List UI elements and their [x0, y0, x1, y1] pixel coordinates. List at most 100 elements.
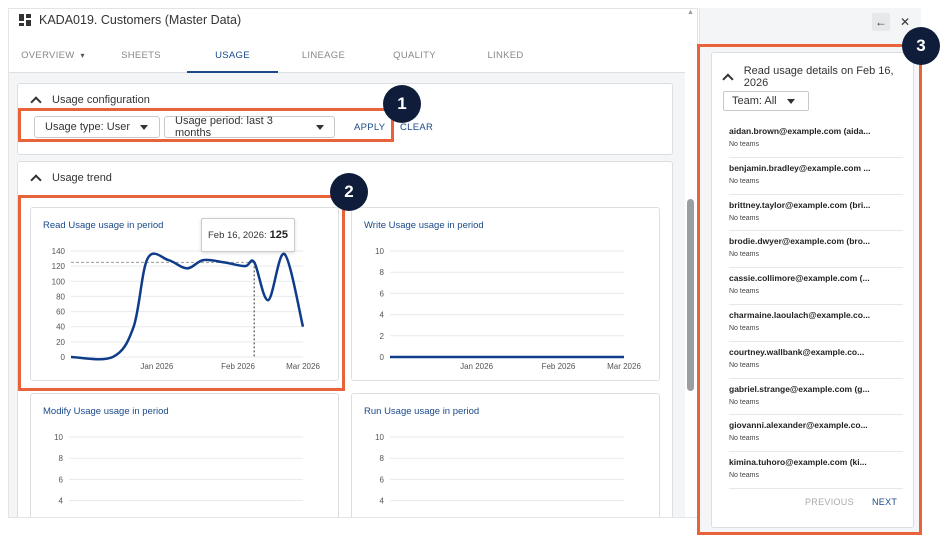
scroll-up-arrow-icon[interactable]: ▲ [687, 9, 694, 16]
apply-button[interactable]: APPLY [354, 122, 386, 133]
x-tick-label: Feb 2026 [542, 362, 576, 371]
user-teams: No teams [729, 288, 759, 296]
y-tick-label: 0 [380, 353, 385, 362]
usage-trend-header[interactable]: Usage trend [30, 172, 112, 186]
y-tick-label: 8 [380, 268, 385, 277]
x-tick-label: Mar 2026 [607, 362, 641, 371]
tab-overview[interactable]: OVERVIEW ▾ [9, 39, 97, 72]
app-title-text: KADA019. Customers (Master Data) [39, 13, 242, 27]
tab-usage[interactable]: USAGE [187, 39, 278, 73]
y-tick-label: 4 [380, 311, 385, 320]
x-tick-label: Mar 2026 [286, 362, 320, 371]
user-teams: No teams [729, 141, 759, 148]
y-tick-label: 4 [380, 497, 385, 506]
user-list-item[interactable]: brittney.taylor@example.com (bri... No te… [729, 195, 903, 232]
back-arrow-icon[interactable]: ← [872, 13, 890, 31]
user-list-item[interactable]: courtney.wallbank@example.co... No teams [729, 342, 903, 379]
usage-type-value: Usage type: User [45, 121, 130, 133]
usage-details-side-panel: ← ✕ Read usage details on Feb 16, 2026 T… [699, 8, 921, 534]
user-email: gabriel.strange@example.com (g... [729, 383, 870, 394]
user-list: aidan.brown@example.com (aida... No teams… [729, 121, 903, 489]
write-usage-chart-plot[interactable]: 0 2 4 6 8 10 Jan 2026 Feb 2026 Mar 2026 [352, 208, 661, 382]
y-tick-label: 20 [56, 338, 65, 347]
user-list-item[interactable]: benjamin.bradley@example.com ... No teams [729, 158, 903, 195]
tab-quality[interactable]: QUALITY [369, 39, 460, 72]
usage-configuration-title: Usage configuration [52, 94, 150, 106]
tooltip-value: 125 [269, 229, 288, 241]
usage-configuration-header[interactable]: Usage configuration [30, 94, 150, 108]
user-teams: No teams [729, 324, 759, 332]
y-tick-label: 8 [59, 454, 64, 463]
tab-linked-label: LINKED [487, 50, 524, 61]
read-usage-chart-plot[interactable]: 0 20 40 60 80 100 120 140 Jan 2026 Feb 2026 Mar 20… [31, 208, 340, 382]
user-teams: No teams [729, 251, 759, 259]
tab-usage-label: USAGE [215, 50, 250, 61]
tab-overview-label: OVERVIEW [21, 50, 75, 61]
main-app: KADA019. Customers (Master Data) OVERVIE… [8, 8, 698, 518]
chevron-up-icon [30, 174, 42, 186]
user-email: cassie.collimore@example.com (... [729, 273, 870, 284]
y-tick-label: 6 [59, 475, 64, 484]
tab-lineage[interactable]: LINEAGE [278, 39, 369, 72]
y-tick-label: 10 [375, 247, 384, 256]
callout-badge-1: 1 [383, 85, 421, 123]
chevron-up-icon [722, 73, 734, 85]
y-tick-label: 60 [56, 308, 65, 317]
usage-details-card: Read usage details on Feb 16, 2026 Team:… [711, 52, 914, 528]
usage-type-select[interactable]: Usage type: User [34, 116, 160, 138]
user-email: benjamin.bradley@example.com ... [729, 162, 871, 173]
series-line [70, 252, 305, 361]
chart-title: Write Usage usage in period [364, 220, 484, 231]
run-usage-chart: Run Usage usage in period 4 6 8 10 [351, 393, 661, 518]
chart-title: Read Usage usage in period [43, 220, 164, 231]
run-usage-chart-plot[interactable]: 4 6 8 10 [352, 394, 661, 518]
y-tick-label: 2 [380, 332, 385, 341]
y-tick-label: 10 [375, 433, 384, 442]
user-list-item[interactable]: kimina.tuhoro@example.com (ki... No teams [729, 452, 903, 489]
x-tick-label: Jan 2026 [460, 362, 493, 371]
modify-usage-chart-plot[interactable]: 4 6 8 10 [31, 394, 340, 518]
usage-details-header[interactable]: Read usage details on Feb 16, 2026 [722, 65, 913, 89]
scrollbar-thumb[interactable] [687, 199, 694, 391]
close-icon[interactable]: ✕ [899, 15, 911, 29]
tab-sheets[interactable]: SHEETS [97, 39, 185, 72]
chart-title: Run Usage usage in period [364, 406, 480, 417]
y-tick-label: 6 [380, 475, 385, 484]
y-tick-label: 8 [380, 454, 385, 463]
tab-linked[interactable]: LINKED [460, 39, 551, 72]
tab-lineage-label: LINEAGE [301, 50, 346, 61]
usage-trend-title: Usage trend [52, 172, 112, 184]
user-teams: No teams [729, 177, 759, 185]
tab-sheets-label: SHEETS [121, 50, 161, 61]
next-button[interactable]: NEXT [872, 497, 898, 507]
user-list-item[interactable]: charmaine.laoulach@example.co... No teams [729, 305, 903, 342]
chevron-up-icon [30, 96, 42, 108]
app-header: KADA019. Customers (Master Data) OVERVIE… [9, 9, 697, 73]
write-usage-chart: Write Usage usage in period 0 2 4 6 8 10 Jan 2… [351, 207, 660, 381]
usage-trend-panel: Usage trend Read Usage usage in period 0… [17, 161, 673, 518]
user-list-item[interactable]: gabriel.strange@example.com (g... No team… [729, 379, 903, 416]
side-panel-toolbar: ← ✕ [700, 8, 922, 38]
user-teams: No teams [729, 435, 759, 443]
dropdown-arrow-icon [139, 124, 148, 130]
app-title: KADA019. Customers (Master Data) [19, 13, 241, 27]
read-usage-chart: Read Usage usage in period 0 20 40 60 80 100 1… [30, 207, 339, 381]
user-teams: No teams [729, 214, 759, 222]
team-filter-select[interactable]: Team: All [723, 91, 809, 111]
previous-button[interactable]: PREVIOUS [805, 497, 854, 507]
user-list-item[interactable]: aidan.brown@example.com (aida... No teams [729, 121, 903, 158]
user-list-item[interactable]: cassie.collimore@example.com (... No team… [729, 268, 903, 305]
clear-button[interactable]: CLEAR [400, 122, 434, 133]
user-email: brodie.dwyer@example.com (bro... [729, 236, 871, 247]
dropdown-arrow-icon [316, 124, 324, 130]
caret-down-icon: ▾ [80, 51, 85, 60]
user-teams: No teams [729, 472, 759, 480]
tab-bar: OVERVIEW ▾ SHEETS USAGE LINEAGE QUALITY … [9, 39, 551, 73]
team-filter-value: Team: All [732, 95, 777, 107]
user-list-item[interactable]: brodie.dwyer@example.com (bro... No teams [729, 231, 903, 269]
dashboard-icon [19, 14, 31, 26]
usage-period-select[interactable]: Usage period: last 3 months [164, 115, 335, 139]
user-list-item[interactable]: giovanni.alexander@example.co... No teams [729, 415, 903, 453]
callout-badge-2: 2 [330, 173, 368, 211]
usage-details-title: Read usage details on Feb 16, 2026 [743, 65, 894, 89]
